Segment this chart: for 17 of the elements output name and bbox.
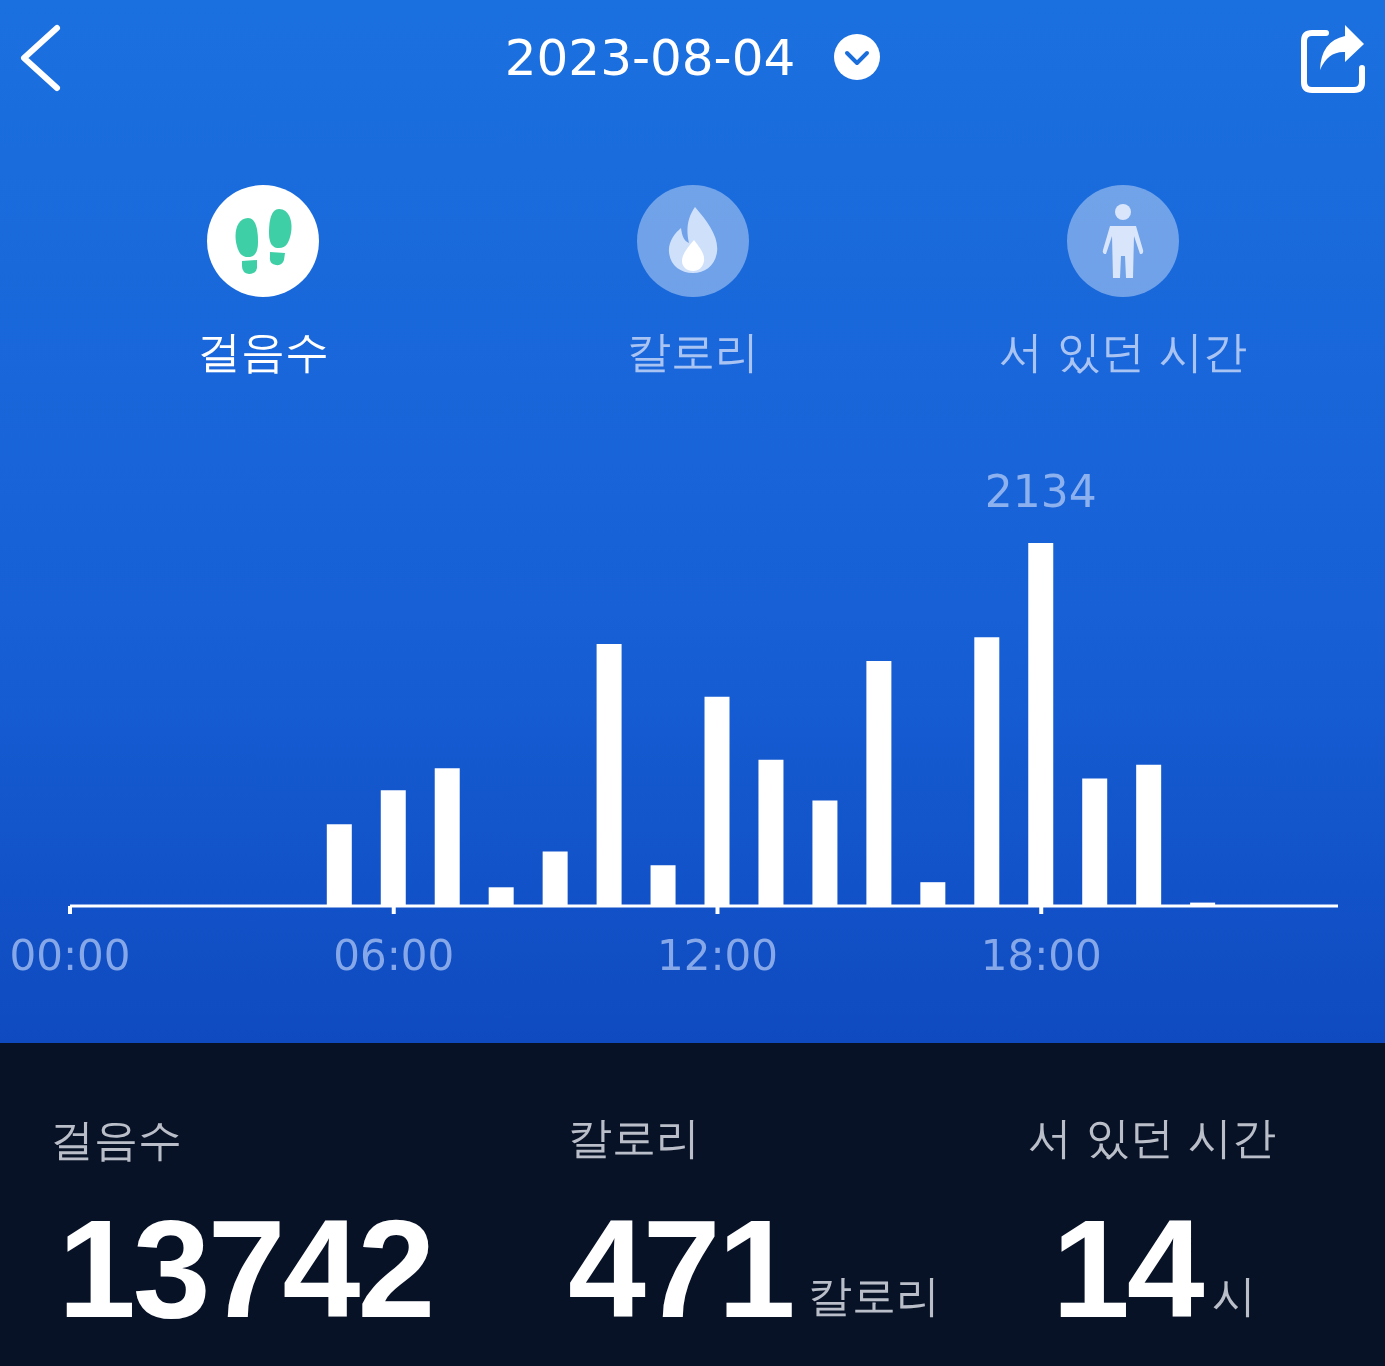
chart-title: 2023-08-04 (503, 28, 797, 88)
x-tick-label: 18:00 (980, 930, 1102, 980)
text: 13742 (58, 1190, 433, 1347)
text: 시 (1212, 1270, 1256, 1321)
text: 14 (1052, 1190, 1202, 1347)
x-tick-label: 06:00 (333, 930, 455, 980)
text: 걸음수 (197, 326, 329, 377)
text: 칼로리 (568, 1112, 700, 1163)
text: 칼로리 (627, 326, 759, 377)
text: 칼로리 (808, 1270, 940, 1321)
x-tick-label: 12:00 (656, 930, 779, 980)
text: 서 있던 시간 (1028, 1112, 1276, 1163)
text: 471 (568, 1190, 793, 1347)
text: 걸음수 (50, 1114, 182, 1165)
text: 서 있던 시간 (999, 326, 1247, 377)
data-label: 2134 (984, 466, 1097, 517)
x-tick-label: 00:00 (9, 930, 131, 980)
